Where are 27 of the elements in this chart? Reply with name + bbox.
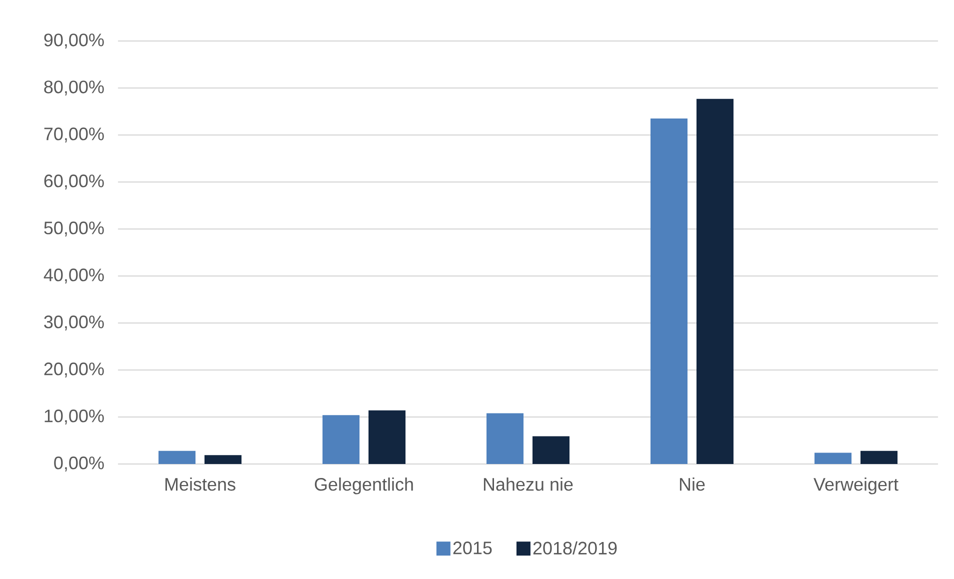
legend-label: 2015	[453, 542, 492, 554]
bar	[814, 452, 852, 464]
x-tick-label: Nahezu nie	[484, 478, 573, 491]
bar	[368, 410, 406, 464]
y-tick-label: 90,00%	[44, 34, 104, 48]
bar	[650, 118, 688, 464]
y-tick-label: 60,00%	[44, 174, 104, 190]
bar	[696, 98, 734, 464]
y-tick-label: 40,00%	[44, 268, 104, 284]
y-tick-label: 0,00%	[54, 456, 104, 472]
y-tick-label: 20,00%	[44, 362, 104, 378]
bar	[486, 413, 524, 464]
x-tick-label: Verweigert	[814, 478, 898, 494]
y-tick-label: 70,00%	[44, 128, 104, 142]
bar	[532, 436, 570, 464]
bar	[204, 455, 242, 464]
bar	[322, 415, 360, 464]
x-tick-label: Nie	[680, 478, 705, 491]
legend-label: 2018/2019	[533, 541, 617, 555]
bar	[158, 450, 196, 464]
bar	[860, 450, 898, 464]
x-tick-label: Meistens	[165, 478, 236, 491]
y-tick-label: 10,00%	[44, 410, 104, 424]
x-tick-label: Gelegentlich	[314, 478, 413, 494]
y-tick-label: 80,00%	[44, 80, 104, 96]
y-tick-label: 30,00%	[44, 316, 104, 330]
y-tick-label: 50,00%	[44, 222, 104, 236]
